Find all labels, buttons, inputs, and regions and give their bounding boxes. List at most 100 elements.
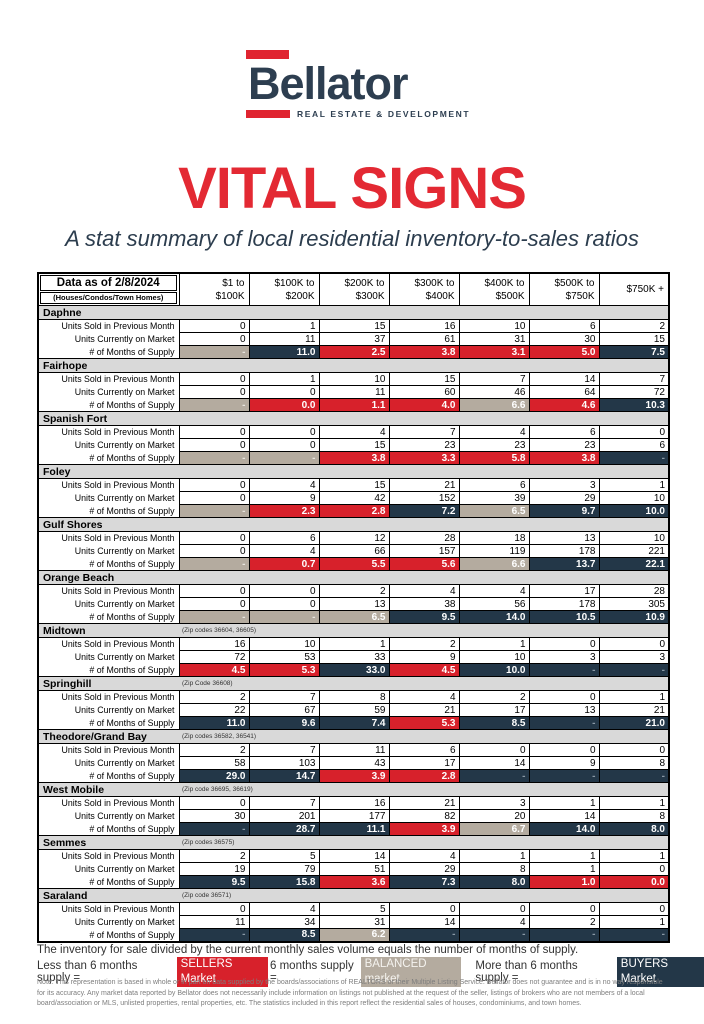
on_market-cell: 72 <box>598 385 670 399</box>
sold-cell: 15 <box>318 478 390 492</box>
on_market-cell: 157 <box>388 544 460 558</box>
gulf-shores-sold-row: Units Sold in Previous Month 0 6 12 28 18 13 10 <box>38 531 670 545</box>
on_market-cell: 34 <box>248 915 320 929</box>
on_market-cell: 2 <box>528 915 600 929</box>
sold-cell: 5 <box>248 849 320 863</box>
row-label: # of Months of Supply <box>38 504 179 518</box>
on_market-cell: 79 <box>248 862 320 876</box>
supply-cell-buyers: 10.0 <box>458 663 530 677</box>
price-range-header-7: $750K + <box>598 272 670 306</box>
supply-cell-buyers: - <box>598 663 670 677</box>
supply-cell-balanced: - <box>248 451 320 465</box>
region-band-midtown: Midtown (Zip codes 36604, 36605) <box>38 623 669 638</box>
on_market-cell: 4 <box>458 915 530 929</box>
sold-cell: 1 <box>528 849 600 863</box>
supply-cell-buyers: 8.5 <box>248 928 320 942</box>
on_market-cell: 178 <box>528 544 600 558</box>
on_market-cell: 103 <box>248 756 320 770</box>
west-mobile-supply-row: # of Months of Supply -28.7 11.1 3.9 6.7 14.0… <box>38 822 670 836</box>
on_market-cell: 33 <box>318 650 390 664</box>
sold-cell: 3 <box>458 796 530 810</box>
on_market-cell: 0 <box>178 438 250 452</box>
supply-cell-sellers: 5.0 <box>528 345 600 359</box>
sold-cell: 2 <box>458 690 530 704</box>
supply-cell-sellers: 5.5 <box>318 557 390 571</box>
supply-cell-buyers: - <box>598 928 670 942</box>
sold-cell: 0 <box>598 637 670 651</box>
sold-cell: 6 <box>528 425 600 439</box>
sold-cell: 16 <box>388 319 460 333</box>
table-header-row: Data as of 2/8/2024 (Houses/Condos/Town H… <box>38 272 670 306</box>
on_market-cell: 20 <box>458 809 530 823</box>
on_market-cell: 10 <box>458 650 530 664</box>
on_market-cell: 67 <box>248 703 320 717</box>
on_market-cell: 1 <box>528 862 600 876</box>
region-band-springhill: Springhill (Zip Code 36608) <box>38 676 669 691</box>
on_market-cell: 14 <box>458 756 530 770</box>
sold-cell: 13 <box>528 531 600 545</box>
orange-beach-sold-row: Units Sold in Previous Month 0 0 2 4 4 17 28 <box>38 584 670 598</box>
supply-cell-buyers: - <box>458 928 530 942</box>
spanish-fort-on_market-row: Units Currently on Market 0 0 15 23 23 23 6 <box>38 438 670 452</box>
sold-cell: 1 <box>598 478 670 492</box>
supply-cell-buyers: 10.5 <box>528 610 600 624</box>
row-label: # of Months of Supply <box>38 663 179 677</box>
springhill-sold-row: Units Sold in Previous Month 2 7 8 4 2 0 1 <box>38 690 670 704</box>
west-mobile-on_market-row: Units Currently on Market 30 201 177 82 20 14 8 <box>38 809 670 823</box>
logo-tagline-row: REAL ESTATE & DEVELOPMENT <box>246 109 470 119</box>
on_market-cell: 14 <box>388 915 460 929</box>
sold-cell: 28 <box>598 584 670 598</box>
row-label: # of Months of Supply <box>38 451 179 465</box>
on_market-cell: 6 <box>598 438 670 452</box>
sold-cell: 1 <box>528 796 600 810</box>
region-band-daphne: Daphne <box>38 305 669 320</box>
supply-cell-buyers: 29.0 <box>178 769 250 783</box>
row-label: Units Currently on Market <box>38 438 179 452</box>
row-label: Units Currently on Market <box>38 862 179 876</box>
sold-cell: 4 <box>458 584 530 598</box>
sold-cell: 0 <box>178 319 250 333</box>
on_market-cell: 4 <box>248 544 320 558</box>
region-zip-codes: (Zip codes 36582, 36541) <box>179 729 669 744</box>
region-zip-codes: (Zip Code 36608) <box>179 676 669 691</box>
sold-cell: 15 <box>388 372 460 386</box>
row-label: # of Months of Supply <box>38 822 179 836</box>
on_market-cell: 9 <box>528 756 600 770</box>
balanced-market-chip: BALANCED market <box>360 957 462 987</box>
row-label: Units Currently on Market <box>38 332 179 346</box>
sold-cell: 7 <box>598 372 670 386</box>
sold-cell: 0 <box>458 743 530 757</box>
logo-red-bar-top <box>246 50 289 59</box>
row-label: # of Months of Supply <box>38 610 179 624</box>
supply-cell-sellers: 5.8 <box>458 451 530 465</box>
supply-cell-buyers: 8.5 <box>458 716 530 730</box>
region-zip-codes: (Zip code 36695, 36619) <box>179 782 669 797</box>
supply-cell-buyers: 8.0 <box>598 822 670 836</box>
row-label: # of Months of Supply <box>38 398 179 412</box>
on_market-cell: 60 <box>388 385 460 399</box>
supply-cell-buyers: - <box>528 769 600 783</box>
supply-cell-sellers: 3.3 <box>388 451 460 465</box>
region-zip-codes: (Zip code 36571) <box>179 888 669 903</box>
supply-cell-buyers: 7.3 <box>388 875 460 889</box>
region-band-foley: Foley <box>38 464 669 479</box>
row-label: # of Months of Supply <box>38 716 179 730</box>
on_market-cell: 22 <box>178 703 250 717</box>
supply-cell-buyers: 9.5 <box>178 875 250 889</box>
sold-cell: 4 <box>388 584 460 598</box>
supply-cell-balanced: - <box>178 345 250 359</box>
midtown-supply-row: # of Months of Supply 4.5 5.3 33.0 4.5 10.0- - <box>38 663 670 677</box>
daphne-sold-row: Units Sold in Previous Month 0 1 15 16 10 6 2 <box>38 319 670 333</box>
sold-cell: 4 <box>388 849 460 863</box>
sold-cell: 1 <box>248 372 320 386</box>
row-label: Units Sold in Previous Month <box>38 690 179 704</box>
supply-cell-balanced: 6.2 <box>318 928 390 942</box>
on_market-cell: 30 <box>528 332 600 346</box>
sold-cell: 1 <box>458 637 530 651</box>
data-as-of-label: Data as of 2/8/2024 <box>40 275 177 291</box>
on_market-cell: 0 <box>178 597 250 611</box>
sold-cell: 10 <box>318 372 390 386</box>
on_market-cell: 8 <box>598 756 670 770</box>
on_market-cell: 10 <box>598 491 670 505</box>
supply-cell-sellers: 1.1 <box>318 398 390 412</box>
